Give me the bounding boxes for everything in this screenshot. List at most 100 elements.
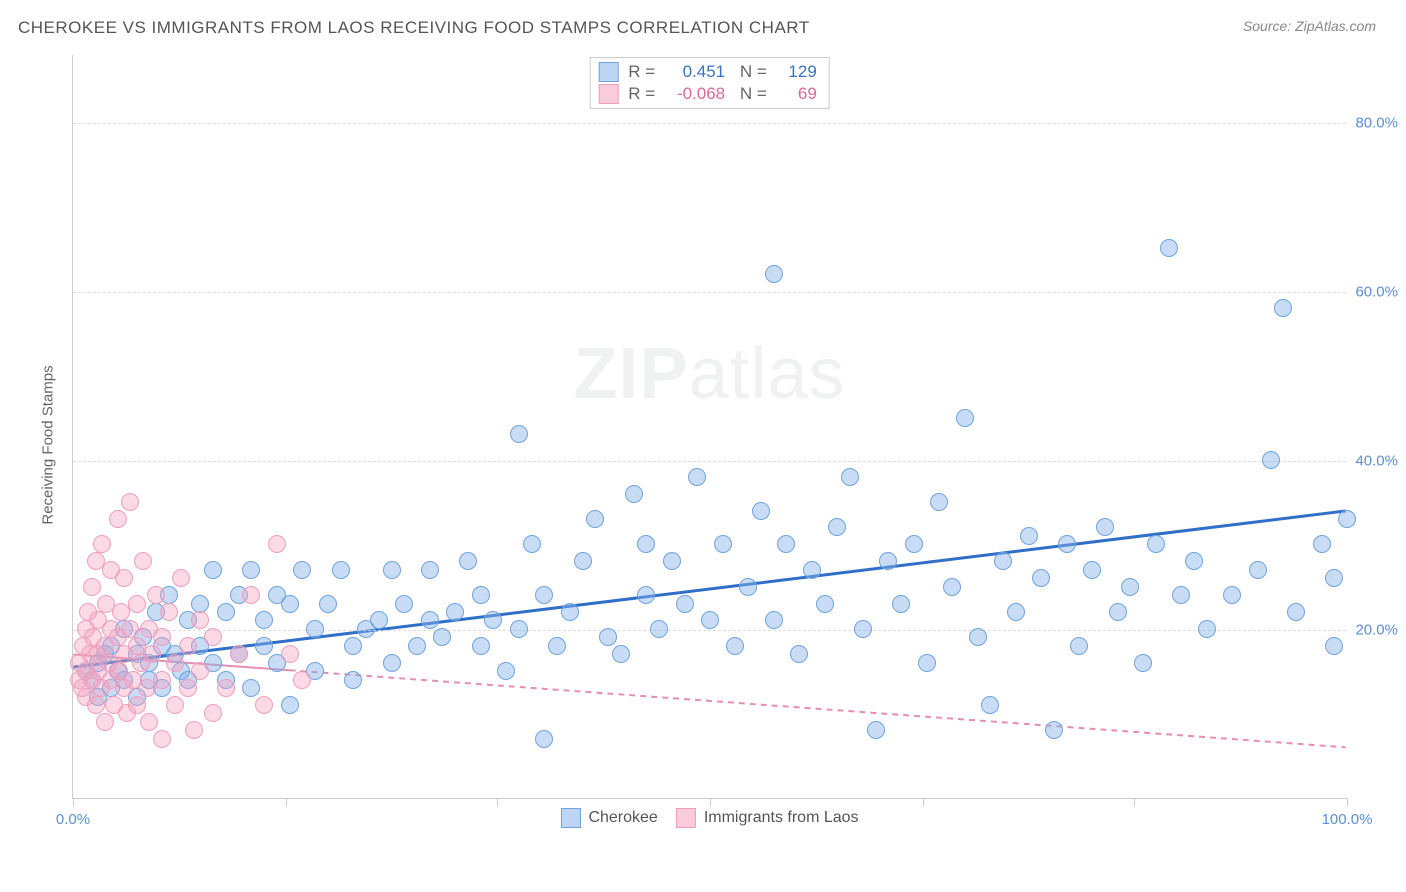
point-cherokee [191,595,209,613]
point-cherokee [510,620,528,638]
legend-series: Cherokee Immigrants from Laos [560,808,858,828]
y-axis-title: Receiving Food Stamps [40,365,57,524]
point-cherokee [739,578,757,596]
point-cherokee [637,535,655,553]
point-cherokee [1313,535,1331,553]
point-cherokee [930,493,948,511]
point-cherokee [969,628,987,646]
point-cherokee [242,561,260,579]
point-laos [128,696,146,714]
point-cherokee [637,586,655,604]
point-cherokee [370,611,388,629]
point-cherokee [956,409,974,427]
x-tick [286,798,287,806]
point-laos [153,628,171,646]
stat-n-label: N = [735,62,767,82]
point-cherokee [1249,561,1267,579]
x-tick [923,798,924,806]
gridline-h [73,461,1346,462]
point-cherokee [1007,603,1025,621]
chart-title: CHEROKEE VS IMMIGRANTS FROM LAOS RECEIVI… [18,18,810,38]
point-cherokee [1058,535,1076,553]
y-tick-label: 80.0% [1355,114,1398,131]
point-cherokee [1325,637,1343,655]
point-laos [121,493,139,511]
point-cherokee [1070,637,1088,655]
point-cherokee [1134,654,1152,672]
swatch-cherokee-icon [560,808,580,828]
point-cherokee [255,637,273,655]
point-cherokee [421,561,439,579]
point-laos [109,510,127,528]
point-laos [191,662,209,680]
point-laos [172,569,190,587]
point-cherokee [612,645,630,663]
point-laos [166,654,184,672]
point-cherokee [421,611,439,629]
point-cherokee [281,696,299,714]
point-cherokee [293,561,311,579]
point-cherokee [484,611,502,629]
point-cherokee [994,552,1012,570]
point-laos [281,645,299,663]
point-laos [83,578,101,596]
point-cherokee [1032,569,1050,587]
point-cherokee [803,561,821,579]
point-cherokee [217,603,235,621]
point-cherokee [561,603,579,621]
point-cherokee [1045,721,1063,739]
point-cherokee [497,662,515,680]
stat-n-laos: 69 [777,84,817,104]
point-cherokee [726,637,744,655]
gridline-h [73,630,1346,631]
point-cherokee [1121,578,1139,596]
point-cherokee [816,595,834,613]
point-cherokee [332,561,350,579]
point-cherokee [1083,561,1101,579]
point-cherokee [319,595,337,613]
point-cherokee [306,620,324,638]
point-cherokee [701,611,719,629]
point-cherokee [446,603,464,621]
trend-lines [73,55,1346,798]
legend-label-cherokee: Cherokee [588,809,657,827]
point-laos [230,645,248,663]
point-laos [179,679,197,697]
point-laos [217,679,235,697]
point-laos [179,637,197,655]
point-cherokee [790,645,808,663]
point-cherokee [688,468,706,486]
point-cherokee [523,535,541,553]
point-cherokee [383,561,401,579]
point-cherokee [548,637,566,655]
point-cherokee [408,637,426,655]
swatch-laos-icon [676,808,696,828]
legend-item-cherokee: Cherokee [560,808,657,828]
point-laos [153,671,171,689]
point-laos [134,552,152,570]
point-cherokee [255,611,273,629]
point-cherokee [242,679,260,697]
point-cherokee [663,552,681,570]
point-cherokee [1109,603,1127,621]
point-cherokee [1020,527,1038,545]
point-cherokee [472,637,490,655]
point-cherokee [765,611,783,629]
legend-label-laos: Immigrants from Laos [704,809,859,827]
point-cherokee [1160,239,1178,257]
legend-item-laos: Immigrants from Laos [676,808,859,828]
source-attribution: Source: ZipAtlas.com [1243,18,1376,34]
gridline-h [73,292,1346,293]
point-laos [293,671,311,689]
point-cherokee [1262,451,1280,469]
x-tick [710,798,711,806]
point-laos [242,586,260,604]
swatch-laos [598,84,618,104]
point-laos [93,535,111,553]
point-cherokee [828,518,846,536]
point-cherokee [204,561,222,579]
point-laos [115,569,133,587]
point-laos [185,721,203,739]
stat-r-cherokee: 0.451 [665,62,725,82]
swatch-cherokee [598,62,618,82]
